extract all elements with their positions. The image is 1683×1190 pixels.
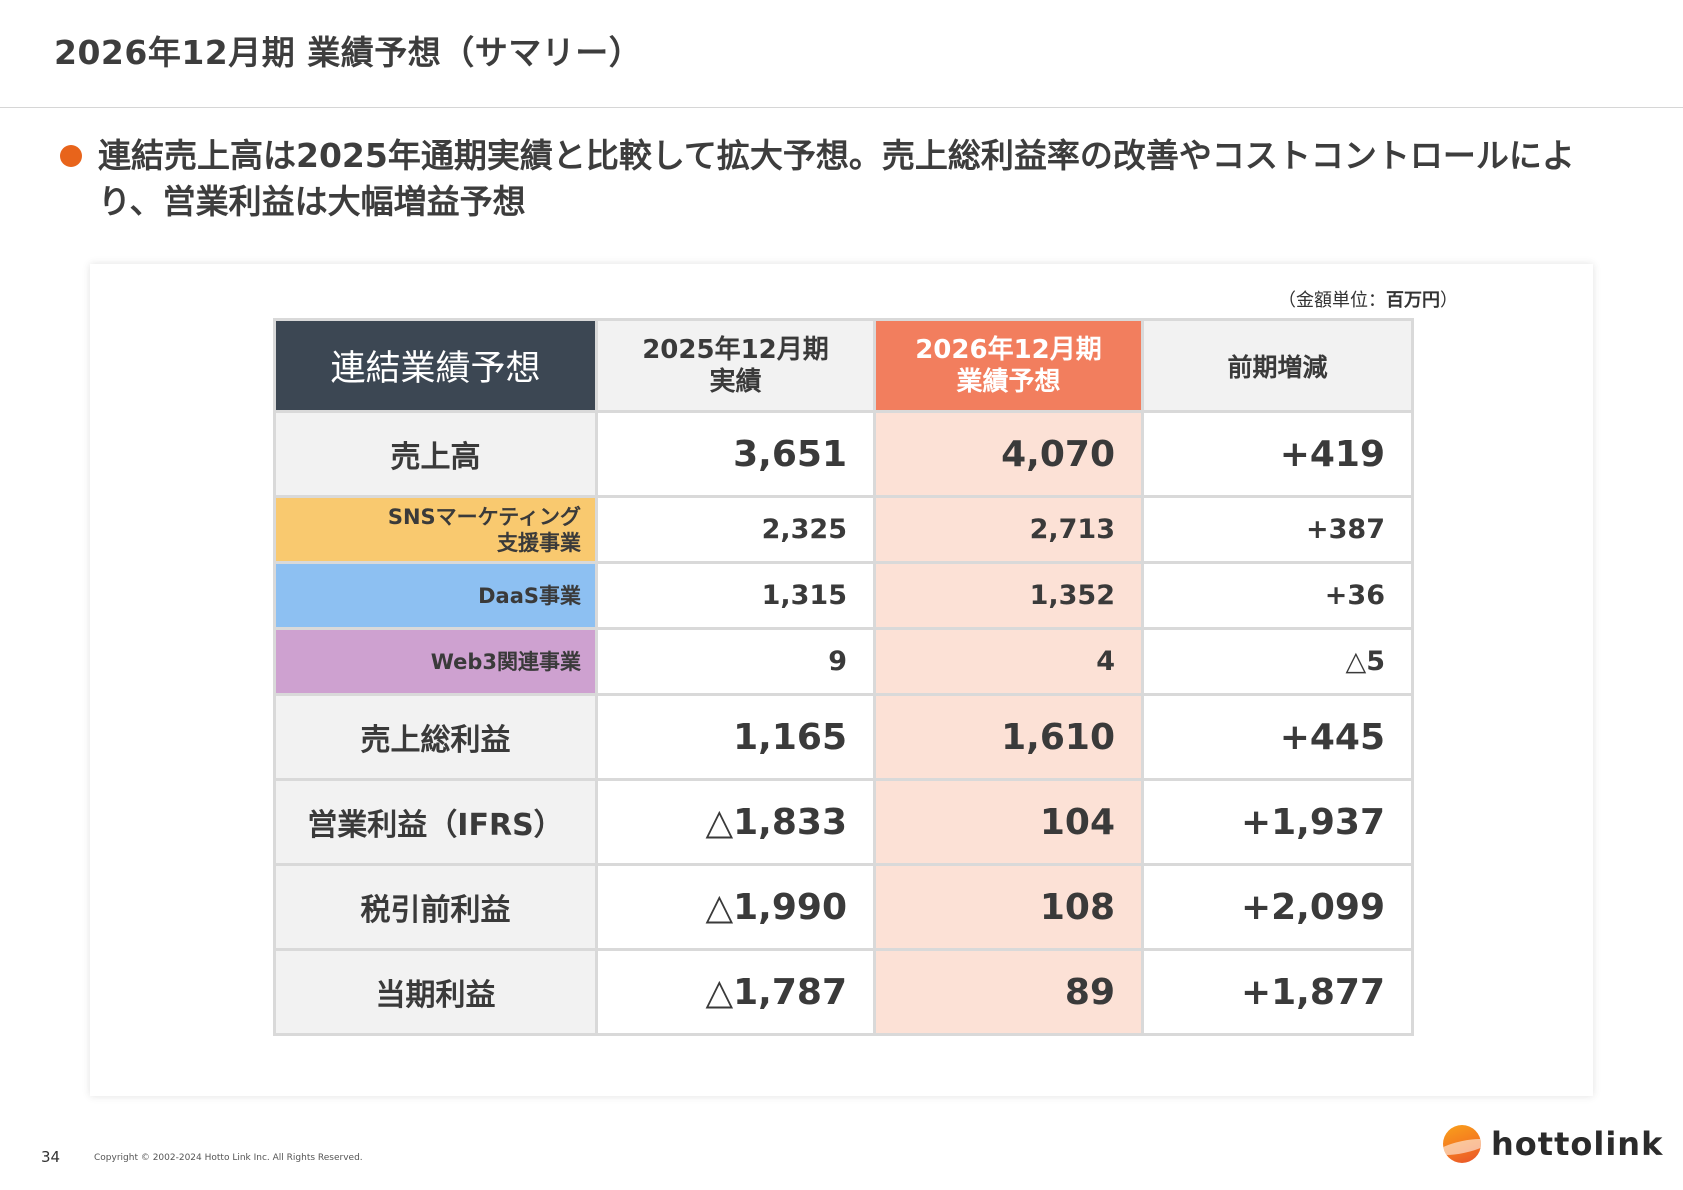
cell-forecast-2026: 4	[873, 627, 1144, 696]
row-label: 売上高	[273, 410, 598, 498]
cell-forecast-2026: 1,352	[873, 561, 1144, 630]
forecast-table: 連結業績予想 2025年12月期 実績 2026年12月期 業績予想 前期増減 …	[273, 318, 1414, 1036]
table-row-net-profit: 当期利益 △1,787 89 +1,877	[273, 948, 1414, 1036]
cell-diff: △5	[1141, 627, 1414, 696]
unit-note: （金額単位：百万円）	[1278, 286, 1458, 312]
cell-actual-2025: 2,325	[595, 495, 876, 564]
cell-diff: +1,937	[1141, 778, 1414, 866]
header-label-cell: 連結業績予想	[273, 318, 598, 413]
row-label-line2: 支援事業	[497, 530, 581, 555]
cell-diff: +1,877	[1141, 948, 1414, 1036]
copyright-notice: Copyright © 2002-2024 Hotto Link Inc. Al…	[94, 1153, 363, 1163]
header-diff: 前期増減	[1141, 318, 1414, 413]
header-actual-2025: 2025年12月期 実績	[595, 318, 876, 413]
cell-actual-2025: △1,833	[595, 778, 876, 866]
header-forecast-2026-line1: 2026年12月期	[915, 334, 1102, 365]
table-header-row: 連結業績予想 2025年12月期 実績 2026年12月期 業績予想 前期増減	[273, 318, 1414, 413]
header-actual-2025-line2: 実績	[709, 366, 762, 397]
summary-headline: 連結売上高は2025年通期実績と比較して拡大予想。売上総利益率の改善やコストコン…	[98, 136, 1575, 221]
unit-note-prefix: （金額単位：	[1278, 290, 1386, 311]
header-actual-2025-line1: 2025年12月期	[642, 334, 829, 365]
table-row-pretax-profit: 税引前利益 △1,990 108 +2,099	[273, 863, 1414, 951]
cell-diff: +36	[1141, 561, 1414, 630]
row-label-line1: SNSマーケティング	[387, 504, 581, 529]
cell-diff: +419	[1141, 410, 1414, 498]
cell-forecast-2026: 108	[873, 863, 1144, 951]
cell-forecast-2026: 104	[873, 778, 1144, 866]
table-row-sns: SNSマーケティング 支援事業 2,325 2,713 +387	[273, 495, 1414, 564]
header-forecast-2026: 2026年12月期 業績予想	[873, 318, 1144, 413]
hottolink-logo-icon	[1443, 1125, 1481, 1163]
cell-actual-2025: 1,315	[595, 561, 876, 630]
table-row-web3: Web3関連事業 9 4 △5	[273, 627, 1414, 696]
cell-diff: +387	[1141, 495, 1414, 564]
cell-forecast-2026: 2,713	[873, 495, 1144, 564]
row-label: 売上総利益	[273, 693, 598, 781]
cell-actual-2025: 9	[595, 627, 876, 696]
cell-actual-2025: 1,165	[595, 693, 876, 781]
cell-diff: +2,099	[1141, 863, 1414, 951]
row-label: SNSマーケティング 支援事業	[273, 495, 598, 564]
company-logo: hottolink	[1443, 1124, 1663, 1164]
row-label: Web3関連事業	[273, 627, 598, 696]
unit-note-value: 百万円	[1386, 290, 1440, 311]
table-row-revenue: 売上高 3,651 4,070 +419	[273, 410, 1414, 498]
header-forecast-2026-line2: 業績予想	[956, 366, 1061, 397]
page-title: 2026年12月期 業績予想（サマリー）	[54, 33, 643, 72]
cell-forecast-2026: 89	[873, 948, 1144, 1036]
bullet-dot-icon	[60, 145, 82, 167]
cell-diff: +445	[1141, 693, 1414, 781]
table-row-operating-profit: 営業利益（IFRS） △1,833 104 +1,937	[273, 778, 1414, 866]
cell-actual-2025: △1,787	[595, 948, 876, 1036]
cell-actual-2025: 3,651	[595, 410, 876, 498]
cell-actual-2025: △1,990	[595, 863, 876, 951]
page-number: 34	[41, 1148, 61, 1166]
title-divider	[0, 107, 1683, 108]
logo-wordmark: hottolink	[1491, 1125, 1664, 1163]
row-label: 営業利益（IFRS）	[273, 778, 598, 866]
row-label: DaaS事業	[273, 561, 598, 630]
table-row-gross-profit: 売上総利益 1,165 1,610 +445	[273, 693, 1414, 781]
table-row-daas: DaaS事業 1,315 1,352 +36	[273, 561, 1414, 630]
row-label: 当期利益	[273, 948, 598, 1036]
row-label: 税引前利益	[273, 863, 598, 951]
unit-note-suffix: ）	[1440, 290, 1458, 311]
cell-forecast-2026: 4,070	[873, 410, 1144, 498]
cell-forecast-2026: 1,610	[873, 693, 1144, 781]
